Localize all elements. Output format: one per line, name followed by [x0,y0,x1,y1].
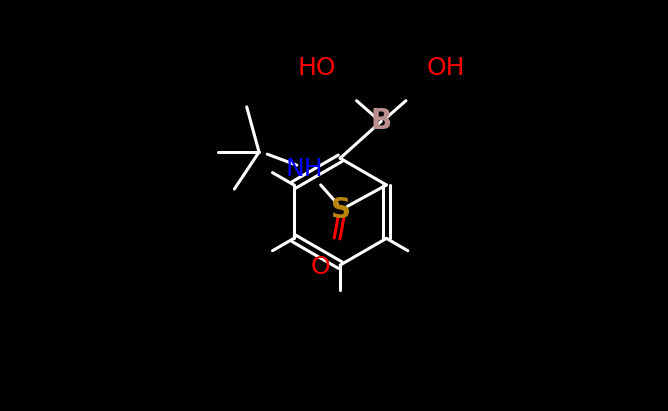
Text: B: B [371,107,392,135]
Text: NH: NH [285,157,323,180]
Text: OH: OH [426,56,465,80]
Text: O: O [311,255,331,279]
Text: HO: HO [297,56,336,80]
Text: S: S [331,196,351,224]
